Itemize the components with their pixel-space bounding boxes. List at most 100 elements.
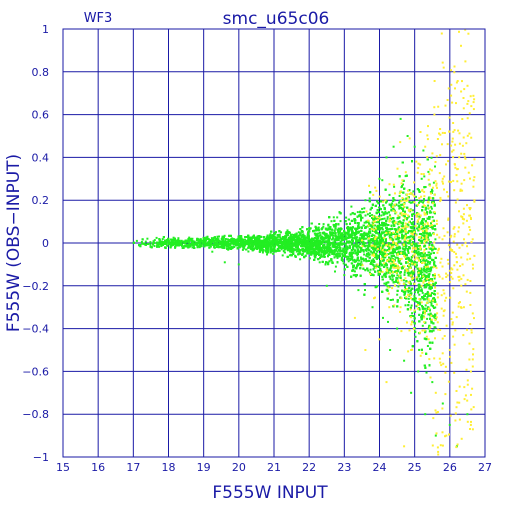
data-point (410, 218, 413, 220)
data-point (418, 216, 421, 218)
data-point (308, 257, 311, 260)
data-point (408, 266, 411, 269)
data-point (413, 225, 416, 228)
data-point (411, 215, 414, 217)
data-point (372, 263, 375, 266)
data-point (359, 238, 362, 241)
data-point (344, 234, 347, 237)
data-point (369, 231, 372, 234)
data-point (407, 250, 410, 253)
data-point (427, 170, 430, 173)
data-point (414, 335, 417, 338)
data-point (153, 245, 156, 247)
data-point (402, 279, 405, 282)
data-point (416, 222, 419, 225)
data-point (407, 297, 410, 300)
data-point (381, 224, 383, 227)
data-point (211, 250, 214, 253)
data-point (341, 260, 344, 263)
data-point (418, 308, 421, 311)
data-point (300, 236, 303, 239)
data-point (397, 238, 400, 241)
data-point (408, 201, 411, 203)
data-point (357, 231, 360, 234)
data-point (426, 317, 429, 320)
data-point (247, 246, 250, 249)
data-point (424, 304, 427, 307)
data-point (278, 249, 281, 252)
data-point (404, 175, 407, 178)
data-point (392, 221, 395, 224)
data-point (418, 348, 421, 351)
data-point (227, 246, 230, 249)
data-point (275, 231, 277, 234)
data-point (426, 345, 429, 347)
data-point (424, 186, 427, 188)
data-point (403, 293, 406, 296)
data-point (363, 221, 366, 224)
data-point (362, 232, 365, 235)
data-point (287, 234, 289, 237)
data-point (412, 209, 415, 212)
data-point (430, 205, 433, 208)
data-point (347, 260, 350, 263)
data-point (368, 197, 371, 200)
data-point (333, 250, 336, 253)
data-point (341, 252, 344, 255)
data-point (414, 300, 417, 303)
data-point (412, 220, 415, 223)
data-point (389, 243, 392, 246)
data-point (223, 234, 226, 237)
data-point (191, 246, 194, 249)
data-point (392, 298, 394, 301)
data-point (313, 229, 316, 232)
data-point (386, 216, 389, 219)
data-point (399, 212, 402, 215)
data-point (303, 244, 306, 247)
data-point (226, 238, 229, 241)
data-point (397, 270, 400, 273)
data-point (386, 266, 389, 269)
data-point (368, 271, 371, 274)
data-point (376, 237, 379, 240)
data-point (363, 207, 366, 210)
data-point (369, 268, 372, 271)
data-point (378, 215, 381, 218)
data-point (387, 320, 389, 323)
data-point (398, 261, 401, 264)
data-point (428, 283, 431, 286)
data-point (295, 250, 298, 253)
data-point (419, 259, 422, 261)
data-point (374, 224, 376, 227)
data-point (359, 256, 362, 259)
data-point (202, 240, 205, 243)
data-point (378, 225, 381, 228)
data-point (404, 247, 407, 250)
data-point (415, 278, 418, 281)
data-point (381, 218, 384, 220)
data-point (269, 250, 272, 253)
data-point (415, 244, 418, 246)
data-point (238, 246, 241, 249)
data-point (342, 247, 345, 250)
data-point (426, 227, 429, 230)
data-point (352, 248, 355, 251)
data-point (351, 262, 354, 265)
data-point (399, 250, 402, 253)
data-point (356, 211, 359, 214)
data-point (232, 243, 235, 246)
data-point (354, 222, 357, 224)
data-point (247, 250, 250, 253)
data-point (285, 234, 288, 237)
data-point (361, 207, 364, 210)
data-point (297, 231, 300, 234)
data-point (199, 241, 201, 244)
data-point (384, 262, 387, 265)
data-point (371, 221, 374, 224)
data-point (286, 229, 289, 232)
data-point (279, 236, 282, 239)
data-point (328, 244, 331, 246)
grid-lines (63, 29, 485, 457)
data-point (361, 216, 364, 219)
data-point (413, 294, 416, 297)
